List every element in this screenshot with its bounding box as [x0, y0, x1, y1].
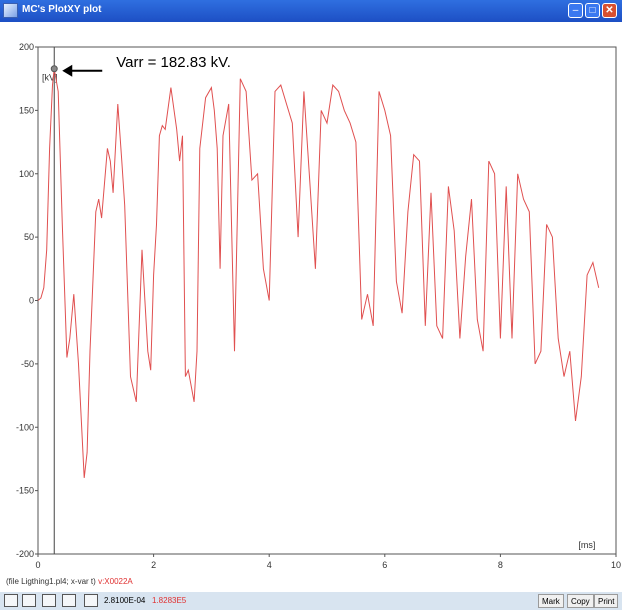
y-tick-label: 200	[19, 42, 34, 52]
checkbox-icon[interactable]	[84, 594, 98, 607]
file-label: (file Ligthing1.pl4; x-var t)	[6, 577, 96, 586]
maximize-button[interactable]: □	[585, 3, 600, 18]
y-tick-label: 0	[29, 296, 34, 306]
x-axis-ticks: 0 2 4 6 8 10	[35, 554, 621, 570]
title-bar: MC's PlotXY plot – □ ✕	[0, 0, 622, 22]
zoom-icon[interactable]	[42, 594, 56, 607]
voltage-series-line	[37, 68, 600, 478]
trace-label: v:X0022A	[98, 577, 133, 586]
minimize-button[interactable]: –	[568, 3, 583, 18]
cursor-x-value: 2.8100E-04	[104, 596, 146, 605]
peak-marker	[50, 65, 58, 73]
x-axis-label: [ms]	[578, 540, 595, 550]
window-title: MC's PlotXY plot	[22, 4, 102, 15]
x-tick-label: 2	[151, 560, 156, 570]
y-axis-ticks: 200 150 100 50 0 -50 -100 -150 -200	[16, 42, 38, 559]
y-tick-label: 100	[19, 169, 34, 179]
scale-icon[interactable]	[22, 594, 36, 607]
y-tick-label: -100	[16, 422, 34, 432]
x-tick-label: 8	[498, 560, 503, 570]
cursor-y-value: 1.8283E5	[152, 596, 187, 605]
y-axis-label: [kV]	[42, 72, 58, 82]
cursor-icon[interactable]	[62, 594, 76, 607]
annotation-arrow	[62, 64, 103, 77]
y-tick-label: -50	[21, 359, 34, 369]
y-tick-label: 50	[24, 232, 34, 242]
y-tick-label: 150	[19, 105, 34, 115]
peak-annotation: Varr = 182.83 kV.	[116, 54, 231, 71]
plot-frame	[37, 46, 617, 555]
grid-icon[interactable]	[4, 594, 18, 607]
y-tick-label: -200	[16, 549, 34, 559]
x-tick-label: 10	[611, 560, 621, 570]
plot-area[interactable]: 200 150 100 50 0 -50 -100 -150 -200 0 2 4 6 8 10 [kV]…	[0, 22, 622, 574]
mark-button[interactable]: Mark	[538, 594, 564, 608]
copy-button[interactable]: Copy	[567, 594, 594, 608]
x-tick-label: 0	[35, 560, 40, 570]
plot-app-icon	[3, 3, 18, 18]
status-line: (file Ligthing1.pl4; x-var t) v:X0022A	[6, 577, 133, 586]
y-tick-label: -150	[16, 486, 34, 496]
x-tick-label: 6	[382, 560, 387, 570]
close-button[interactable]: ✕	[602, 3, 617, 18]
x-tick-label: 4	[267, 560, 272, 570]
print-button[interactable]: Print	[594, 594, 619, 608]
bottom-toolbar: 2.8100E-04 1.8283E5 Mark Copy Print	[0, 592, 622, 610]
